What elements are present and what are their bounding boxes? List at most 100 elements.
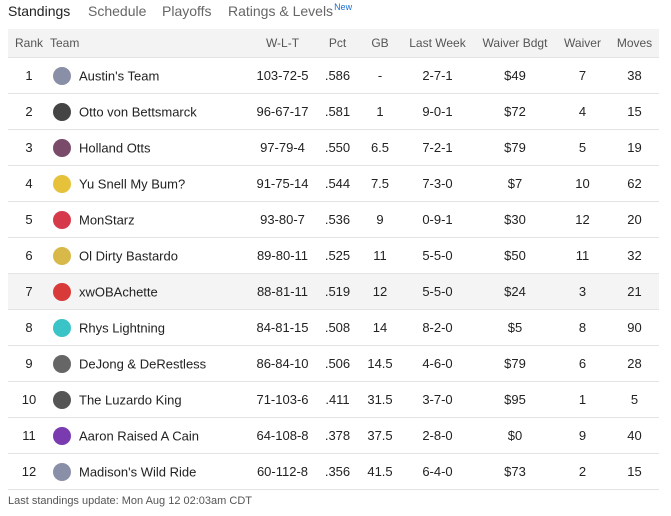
- team-name[interactable]: Austin's Team: [79, 68, 160, 83]
- column-header[interactable]: Pct: [315, 29, 360, 58]
- cell: 15: [610, 453, 659, 490]
- team-name[interactable]: xwOBAchette: [79, 284, 158, 299]
- cell: 19: [610, 129, 659, 166]
- cell: 11: [360, 237, 400, 274]
- team-cell: DeJong & DeRestless: [50, 345, 250, 382]
- cell: .581: [315, 93, 360, 130]
- column-header[interactable]: Moves: [610, 29, 659, 58]
- team-row: 5 MonStarz 93-80-7.536 9 0-9-1 $30 12 20: [8, 201, 659, 238]
- cell: 6-4-0: [400, 453, 475, 490]
- cell: 4-6-0: [400, 345, 475, 382]
- cell: 9: [360, 201, 400, 238]
- cell: 11: [8, 417, 50, 454]
- team-cell: xwOBAchette: [50, 273, 250, 310]
- column-header[interactable]: W-L-T: [250, 29, 315, 58]
- cell: $79: [475, 129, 555, 166]
- cell: 14: [360, 309, 400, 346]
- cell: 7-2-1: [400, 129, 475, 166]
- team-cell: The Luzardo King: [50, 381, 250, 418]
- cell: 5: [555, 129, 610, 166]
- team-name[interactable]: The Luzardo King: [79, 392, 182, 407]
- cell: 84-81-15: [250, 309, 315, 346]
- column-header[interactable]: Team: [50, 29, 250, 58]
- cell: 2: [8, 93, 50, 130]
- tab[interactable]: Schedule: [88, 3, 147, 19]
- cell: 93-80-7: [250, 201, 315, 238]
- cell: 71-103-6: [250, 381, 315, 418]
- cell: .536: [315, 201, 360, 238]
- cell: $72: [475, 93, 555, 130]
- cell: .411: [315, 381, 360, 418]
- cell: 4: [8, 165, 50, 202]
- cell: .356: [315, 453, 360, 490]
- team-name[interactable]: DeJong & DeRestless: [79, 356, 207, 371]
- footer-note: Last standings update: Mon Aug 12 02:03a…: [8, 495, 252, 507]
- team-name[interactable]: Madison's Wild Ride: [79, 464, 197, 479]
- cell: 6.5: [360, 129, 400, 166]
- column-header[interactable]: Waiver Bdgt: [475, 29, 555, 58]
- standings-table: Rank Team W-L-T Pct GB Last Week Waiver Bdgt Wa…: [8, 29, 659, 490]
- team-name[interactable]: Aaron Raised A Cain: [79, 428, 199, 443]
- cell: 2: [555, 453, 610, 490]
- cell: 38: [610, 57, 659, 94]
- team-cell: MonStarz: [50, 201, 250, 238]
- column-header[interactable]: GB: [360, 29, 400, 58]
- team-cell: Ol Dirty Bastardo: [50, 237, 250, 274]
- cell: .508: [315, 309, 360, 346]
- team-row: 6 Ol Dirty Bastardo 89-80-11.525 11 5-5-0 $50…: [8, 237, 659, 274]
- new-badge: New: [334, 2, 353, 12]
- cell: 5-5-0: [400, 273, 475, 310]
- team-name[interactable]: Otto von Bettsmarck: [79, 104, 197, 119]
- cell: 5: [8, 201, 50, 238]
- cell: 90: [610, 309, 659, 346]
- team-name[interactable]: Ol Dirty Bastardo: [79, 248, 178, 263]
- tab[interactable]: Playoffs: [162, 3, 212, 19]
- cell: 40: [610, 417, 659, 454]
- team-row: 1 Austin's Team 103-72-5.586-2-7-1 $49 7 38: [8, 57, 659, 94]
- team-cell: Aaron Raised A Cain: [50, 417, 250, 454]
- cell: 91-75-14: [250, 165, 315, 202]
- cell: $24: [475, 273, 555, 310]
- team-name[interactable]: Rhys Lightning: [79, 320, 165, 335]
- team-icon: [53, 246, 71, 265]
- team-row: 4 Yu Snell My Bum? 91-75-14.544 7.5 7-3-0 $7 1…: [8, 165, 659, 202]
- cell: $73: [475, 453, 555, 490]
- cell: 12: [8, 453, 50, 490]
- team-name[interactable]: Holland Otts: [79, 140, 151, 155]
- cell: 7: [8, 273, 50, 310]
- tab[interactable]: Standings: [8, 3, 71, 19]
- cell: .519: [315, 273, 360, 310]
- cell: .550: [315, 129, 360, 166]
- header-row: Rank Team W-L-T Pct GB Last Week Waiver Bdgt Wa…: [8, 29, 659, 58]
- cell: .544: [315, 165, 360, 202]
- team-name[interactable]: Yu Snell My Bum?: [79, 176, 186, 191]
- cell: 8: [555, 309, 610, 346]
- cell: 6: [8, 237, 50, 274]
- cell: $79: [475, 345, 555, 382]
- cell: 64-108-8: [250, 417, 315, 454]
- tab-label[interactable]: Ratings & Levels: [228, 3, 334, 19]
- team-icon: [53, 354, 71, 373]
- cell: 5-5-0: [400, 237, 475, 274]
- cell: 3: [8, 129, 50, 166]
- team-name[interactable]: MonStarz: [79, 212, 135, 227]
- column-header[interactable]: Waiver: [555, 29, 610, 58]
- cell: 97-79-4: [250, 129, 315, 166]
- column-header[interactable]: Rank: [8, 29, 50, 58]
- team-cell: Otto von Bettsmarck: [50, 93, 250, 130]
- cell: 21: [610, 273, 659, 310]
- team-icon: [53, 138, 71, 157]
- team-icon: [53, 390, 71, 409]
- team-cell: Rhys Lightning: [50, 309, 250, 346]
- cell: 7-3-0: [400, 165, 475, 202]
- cell: $95: [475, 381, 555, 418]
- team-icon: [53, 426, 71, 445]
- cell: 4: [555, 93, 610, 130]
- cell: 12: [360, 273, 400, 310]
- cell: 10: [555, 165, 610, 202]
- cell: 89-80-11: [250, 237, 315, 274]
- cell: 1: [555, 381, 610, 418]
- column-header[interactable]: Last Week: [400, 29, 475, 58]
- tab[interactable]: Ratings & LevelsNew: [228, 2, 353, 19]
